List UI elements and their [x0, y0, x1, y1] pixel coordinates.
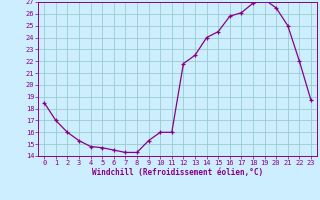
X-axis label: Windchill (Refroidissement éolien,°C): Windchill (Refroidissement éolien,°C) — [92, 168, 263, 177]
